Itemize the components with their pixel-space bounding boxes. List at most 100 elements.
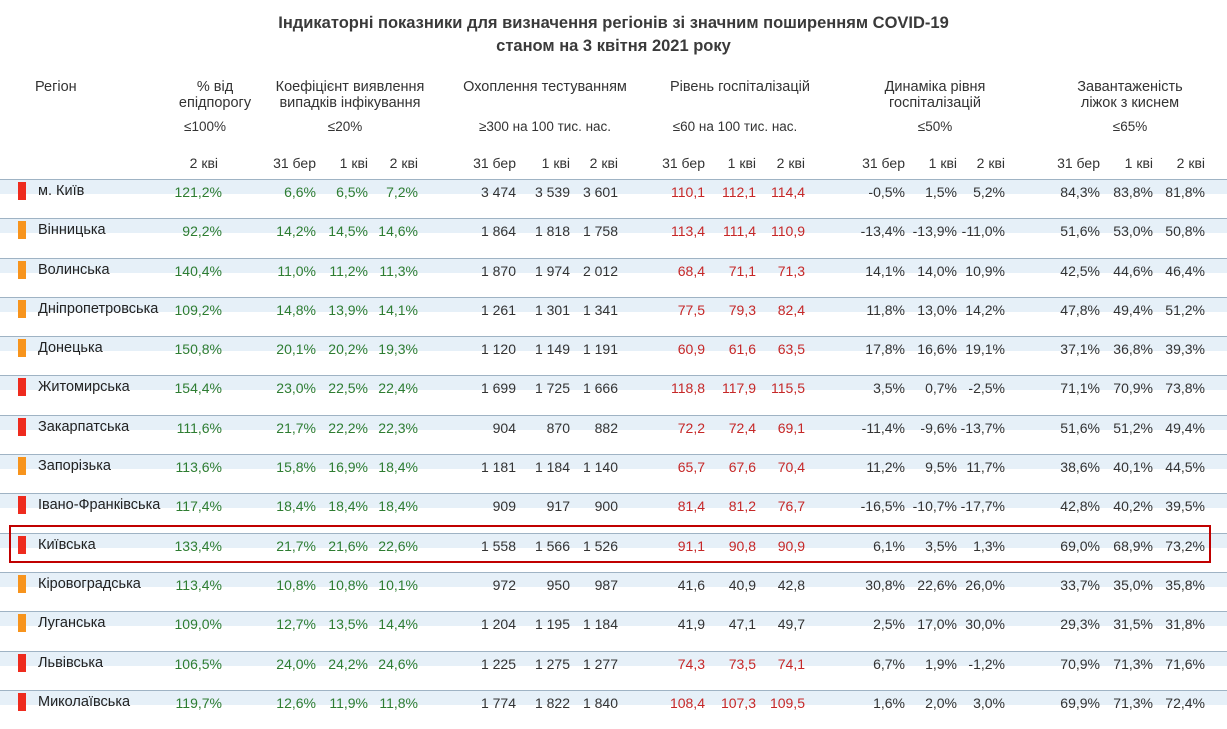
testing-coverage-value: 1 864 [480, 223, 516, 240]
region-status-flag-red [18, 417, 26, 436]
hospitalization-value: 67,6 [728, 459, 756, 476]
detection-coef-value: 18,4% [378, 459, 418, 476]
testing-coverage-value: 909 [492, 498, 516, 515]
hospitalization-value: 108,4 [669, 694, 705, 711]
testing-coverage-value: 1 184 [534, 459, 570, 476]
detection-coef-value: 22,4% [378, 380, 418, 397]
oxygen-beds-value: 71,6% [1165, 655, 1205, 672]
hospitalization-value: 65,7 [677, 459, 705, 476]
table-row: Кіровоградська 113,4% 10,8% 10,8% 10,1% 972 95… [0, 571, 1227, 611]
detection-coef-value: 22,5% [328, 380, 368, 397]
epi-percent: 113,4% [175, 576, 222, 593]
oxygen-beds-value: 71,1% [1060, 380, 1100, 397]
row-stripe [0, 376, 1227, 391]
h-beds-line-2: ліжок з киснем [1080, 95, 1180, 111]
oxygen-beds-value: 73,2% [1165, 537, 1205, 554]
row-stripe [0, 219, 1227, 234]
testing-coverage-value: 1 666 [582, 380, 618, 397]
testing-coverage-value: 1 277 [582, 655, 618, 672]
dynamics-value: -17,7% [960, 498, 1005, 515]
oxygen-beds-value: 50,8% [1165, 223, 1205, 240]
row-stripe [0, 297, 1227, 312]
dynamics-value: -9,6% [920, 419, 957, 436]
hospitalization-value: 110,9 [771, 223, 805, 240]
oxygen-beds-value: 40,2% [1113, 498, 1153, 515]
oxygen-beds-value: 69,0% [1060, 537, 1100, 554]
dynamics-value: 9,5% [925, 459, 957, 476]
dynamics-value: -13,7% [960, 419, 1005, 436]
detection-coef-value: 11,2% [329, 262, 368, 279]
testing-coverage-value: 2 012 [582, 262, 618, 279]
dynamics-value: 17,8% [865, 341, 905, 358]
oxygen-beds-value: 51,6% [1060, 419, 1100, 436]
region-name: Закарпатська [38, 418, 130, 435]
row-stripe [0, 533, 1227, 548]
subheader-dyn-31mar: 31 бер [862, 155, 905, 171]
dynamics-value: 19,1% [965, 341, 1005, 358]
hospitalization-value: 71,1 [728, 262, 756, 279]
detection-coef-value: 18,4% [328, 498, 368, 515]
hospitalization-value: 40,9 [728, 576, 756, 593]
subheader-epi-date: 2 кві [189, 155, 218, 171]
oxygen-beds-value: 83,8% [1113, 184, 1153, 200]
detection-coef-value: 11,3% [379, 262, 418, 279]
detection-coef-value: 10,8% [328, 576, 368, 593]
h-dyn-line-1: Динаміка рівня [884, 79, 986, 95]
testing-coverage-value: 1 120 [480, 341, 516, 358]
dynamics-value: -16,5% [860, 498, 905, 515]
detection-coef-value: 7,2% [386, 184, 418, 200]
oxygen-beds-value: 53,0% [1113, 223, 1153, 240]
subheader-coef-1apr: 1 кві [339, 155, 368, 171]
hospitalization-value: 73,5 [728, 655, 756, 672]
region-name: Волинська [38, 261, 110, 278]
hospitalization-value: 68,4 [677, 262, 705, 279]
table-row: Запорізька 113,6% 15,8% 16,9% 18,4% 1 181 1 18… [0, 454, 1227, 493]
table-row: Івано-Франківська 117,4% 18,4% 18,4% 18,4% 90… [0, 493, 1227, 532]
region-table: м. Київ 121,2% 6,6% 6,5% 7,2% 3 474 3 539 3 601… [0, 179, 1227, 729]
testing-coverage-value: 3 539 [534, 184, 570, 200]
dynamics-value: 22,6% [917, 576, 957, 593]
dynamics-value: 5,2% [973, 184, 1005, 200]
dynamics-value: 30,0% [965, 616, 1005, 633]
dynamics-value: 3,5% [873, 380, 905, 397]
hospitalization-value: 72,4 [728, 419, 756, 436]
detection-coef-value: 24,0% [276, 655, 316, 672]
hospitalization-value: 60,9 [677, 341, 705, 358]
detection-coef-value: 18,4% [276, 498, 316, 515]
row-stripe [0, 180, 1227, 194]
oxygen-beds-value: 37,1% [1060, 341, 1100, 358]
testing-coverage-value: 972 [492, 576, 516, 593]
region-status-flag-orange [18, 614, 26, 633]
dynamics-value: -2,5% [968, 380, 1005, 397]
threshold-hosp: ≤60 на 100 тис. нас. [672, 119, 798, 134]
testing-coverage-value: 1 566 [534, 537, 570, 554]
oxygen-beds-value: 84,3% [1060, 184, 1100, 200]
hospitalization-value: 49,7 [777, 616, 805, 633]
table-row: м. Київ 121,2% 6,6% 6,5% 7,2% 3 474 3 539 3 601… [0, 179, 1227, 218]
testing-coverage-value: 1 840 [582, 694, 618, 711]
dynamics-value: 14,1% [865, 262, 905, 279]
threshold-dyn: ≤50% [917, 119, 953, 134]
h-coef-line-1: Коефіцієнт виявлення [275, 79, 425, 95]
region-status-flag-red [18, 378, 26, 397]
header-oxygen-beds-load: Завантаженість ліжок з киснем [1040, 79, 1220, 111]
region-name: Миколаївська [38, 693, 131, 710]
testing-coverage-value: 1 818 [534, 223, 570, 240]
testing-coverage-value: 1 699 [480, 380, 516, 397]
hospitalization-value: 77,5 [677, 301, 705, 318]
oxygen-beds-value: 42,8% [1060, 498, 1100, 515]
epi-percent: 109,0% [174, 616, 222, 633]
detection-coef-value: 13,9% [328, 301, 368, 318]
row-stripe [0, 494, 1227, 509]
region-status-flag-red [18, 653, 26, 672]
hospitalization-value: 81,2 [728, 498, 756, 515]
epi-percent: 92,2% [182, 223, 222, 240]
subheader-hosp-31mar: 31 бер [662, 155, 705, 171]
detection-coef-value: 15,8% [276, 459, 316, 476]
region-name: Львівська [38, 654, 104, 671]
dynamics-value: -11,0% [961, 223, 1005, 240]
table-row: Львівська 106,5% 24,0% 24,2% 24,6% 1 225 1 275… [0, 650, 1227, 690]
region-name: Житомирська [38, 379, 130, 396]
hospitalization-value: 74,3 [677, 655, 705, 672]
detection-coef-value: 11,0% [277, 262, 316, 279]
